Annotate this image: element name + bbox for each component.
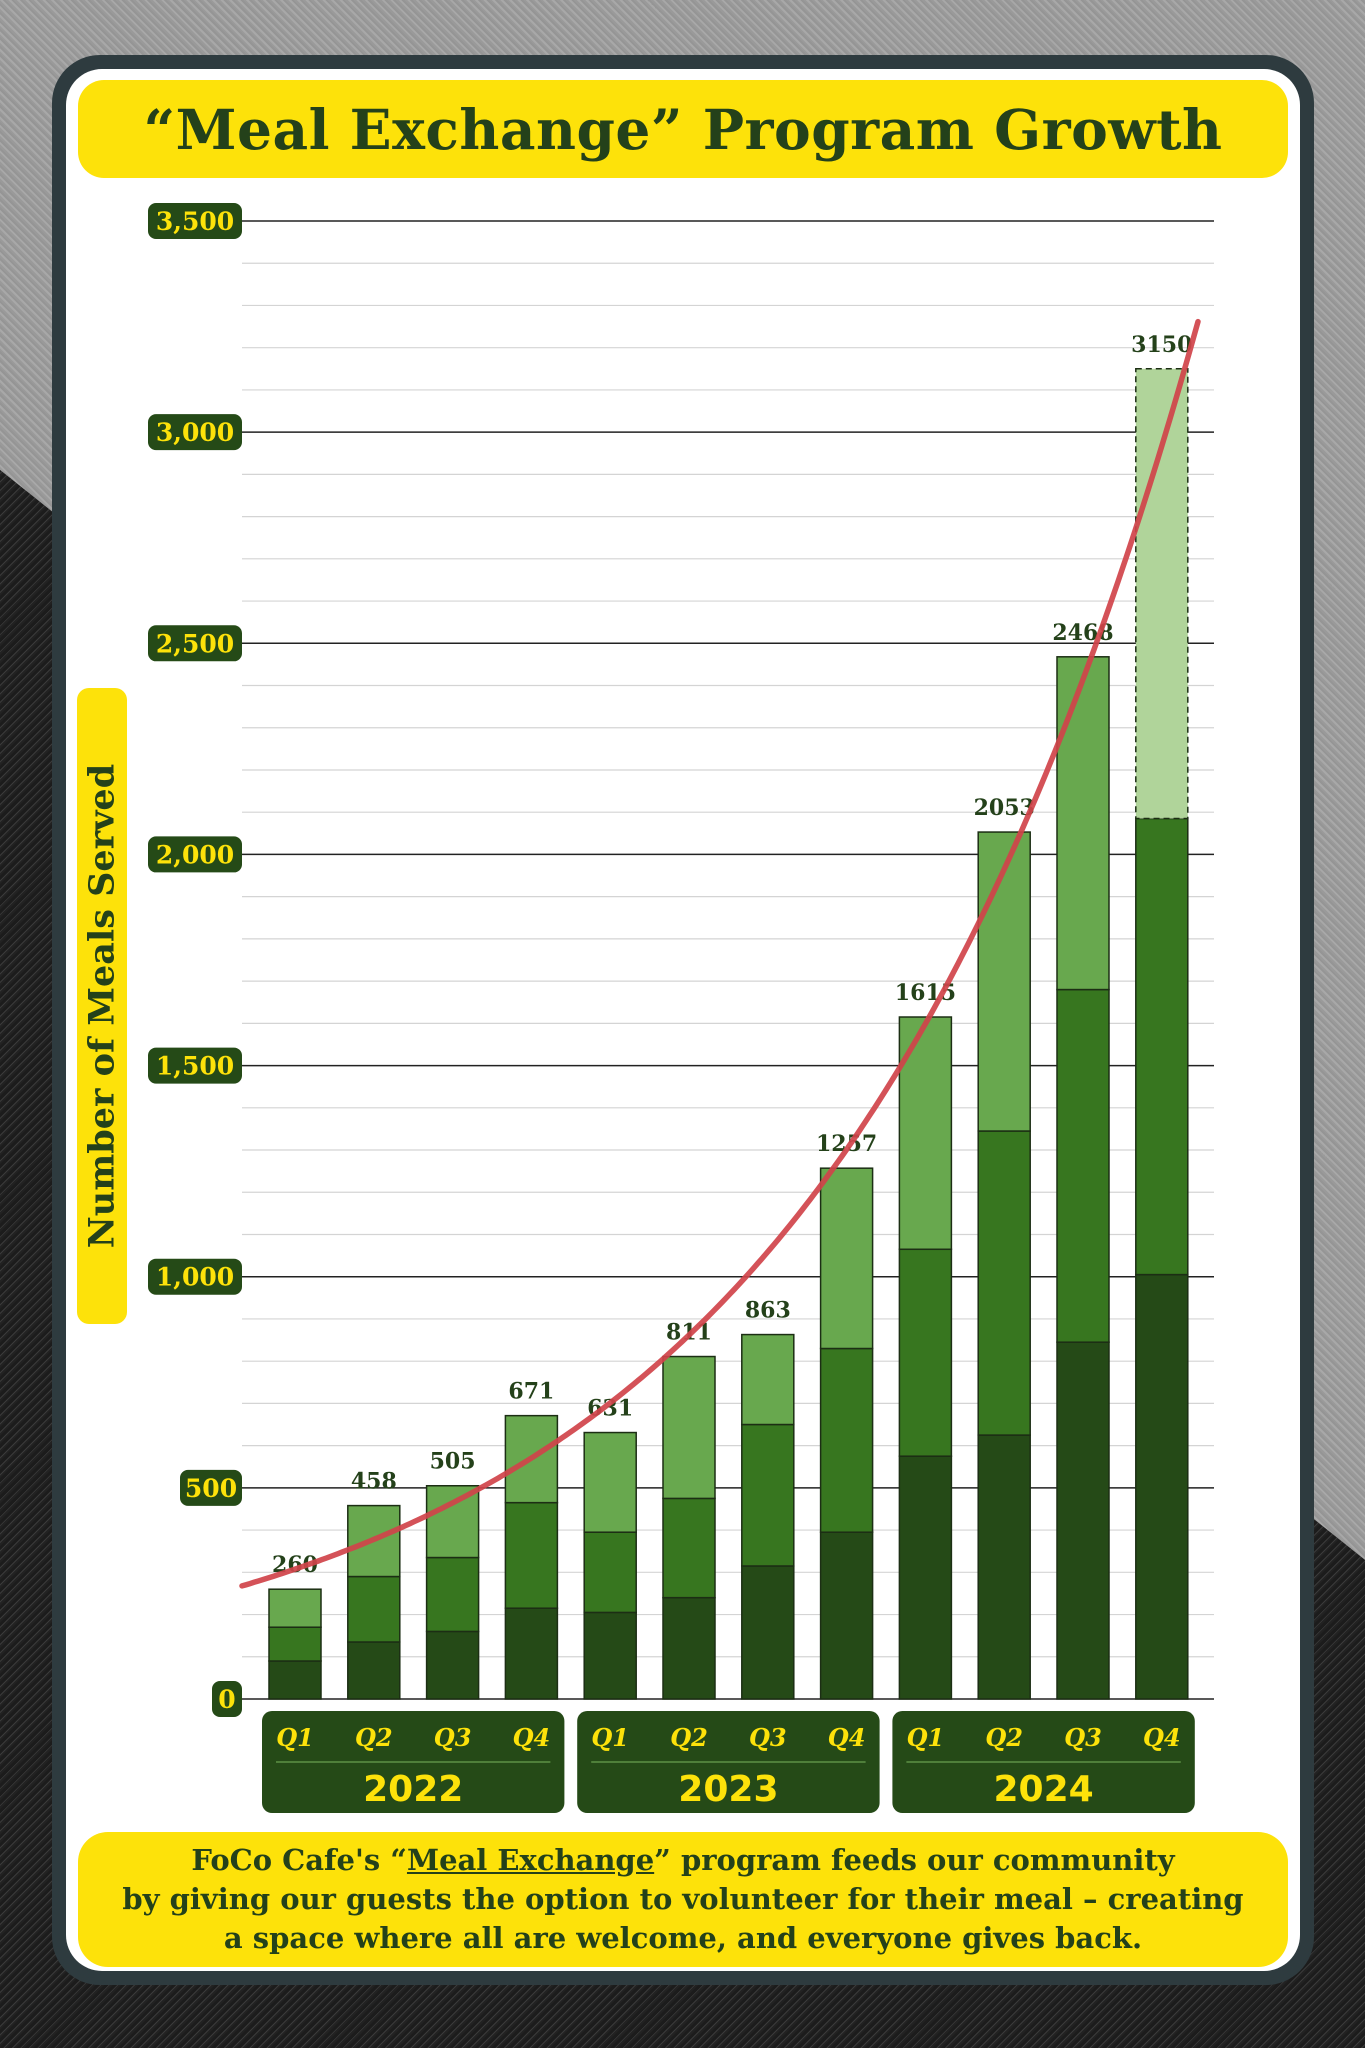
y-tick-label: 3,500 (156, 207, 234, 236)
quarter-label: Q3 (1064, 1723, 1102, 1752)
bar-segment (504, 1501, 559, 1609)
bar-segment (898, 1248, 953, 1457)
bar-segment (1056, 656, 1110, 991)
year-label: 2022 (363, 1769, 463, 1810)
bar-segment (583, 1611, 637, 1700)
quarter-label: Q2 (670, 1723, 708, 1752)
footer-line-2: by giving our guests the option to volun… (122, 1882, 1244, 1916)
footer-line-1-end: ” program feeds our community (654, 1843, 1175, 1877)
year-label: 2024 (993, 1769, 1093, 1810)
bar-segment (425, 1556, 480, 1633)
y-tick-badge (148, 1258, 242, 1295)
bar-segment (1056, 1341, 1110, 1700)
y-tick-badge (148, 1047, 242, 1084)
y-tick-label: 1,000 (156, 1263, 234, 1292)
quarter-label: Q1 (907, 1723, 945, 1752)
data-label: 505 (430, 1449, 476, 1475)
y-tick-label: 2,500 (156, 629, 234, 658)
quarter-label: Q2 (355, 1723, 393, 1752)
footer-line-1-start: FoCo Cafe's “ (191, 1843, 407, 1877)
y-tick-label: 3,000 (156, 418, 234, 447)
y-tick-label: 500 (185, 1474, 237, 1503)
y-tick-label: 0 (218, 1685, 235, 1714)
y-tick-badge (148, 625, 242, 662)
bar-segment (977, 831, 1031, 1132)
quarter-label: Q3 (749, 1723, 787, 1752)
bar-segment (583, 1531, 637, 1614)
bar-segment (268, 1660, 322, 1700)
data-label: 2053 (974, 795, 1035, 821)
bar-segment (1135, 1273, 1189, 1700)
bar-segment (347, 1575, 401, 1643)
y-tick-badge (212, 1681, 242, 1717)
footer-line-1: FoCo Cafe's “Meal Exchange” program feed… (191, 1841, 1174, 1880)
footer-banner: FoCo Cafe's “Meal Exchange” program feed… (78, 1832, 1288, 1967)
bar-segment (662, 1596, 716, 1700)
y-tick-badge (180, 1469, 242, 1506)
bar-segment (583, 1431, 637, 1533)
y-tick-badge (148, 414, 242, 451)
bar-segment (268, 1626, 322, 1662)
bar-segment (741, 1423, 795, 1567)
bar-segment (425, 1630, 480, 1700)
bar-segment (741, 1333, 795, 1426)
y-axis-label-pill (77, 688, 127, 1324)
data-label: 671 (508, 1379, 554, 1405)
data-label: 3150 (1131, 332, 1192, 358)
y-tick-badge (148, 836, 242, 873)
meal-exchange-link[interactable]: Meal Exchange (406, 1843, 655, 1877)
year-label: 2023 (678, 1769, 778, 1810)
data-label: 863 (745, 1298, 791, 1324)
quarter-label: Q4 (1143, 1723, 1181, 1752)
footer-line-3: a space where all are welcome, and every… (223, 1921, 1143, 1955)
quarter-label: Q1 (276, 1723, 314, 1752)
data-label: 458 (351, 1469, 397, 1495)
quarter-label: Q2 (985, 1723, 1023, 1752)
bar-segment (741, 1565, 795, 1700)
bar-segment (977, 1434, 1031, 1700)
quarter-label: Q3 (434, 1723, 472, 1752)
bar-segment (819, 1167, 874, 1350)
quarter-label: Q4 (513, 1723, 551, 1752)
bar-segment (819, 1347, 874, 1533)
bar-segment (347, 1641, 401, 1700)
bar-segment (662, 1497, 716, 1599)
title-banner: “Meal Exchange” Program Growth (78, 80, 1288, 178)
quarter-label: Q1 (591, 1723, 629, 1752)
bar-segment (977, 1130, 1031, 1436)
quarter-label: Q4 (828, 1723, 866, 1752)
bar-segment (504, 1607, 559, 1700)
bar-segment (1135, 368, 1189, 820)
y-tick-label: 1,500 (156, 1052, 234, 1081)
bar-segment (268, 1588, 322, 1628)
y-tick-label: 2,000 (156, 840, 234, 869)
y-tick-badge (148, 203, 242, 239)
trend-line (239, 318, 1201, 1589)
bar-segment (1056, 988, 1110, 1343)
bar-segment (898, 1455, 953, 1700)
bar-segment (1135, 817, 1189, 1276)
bar-segment (662, 1355, 716, 1500)
chart-title: “Meal Exchange” Program Growth (143, 96, 1223, 162)
bar-segment (425, 1484, 480, 1559)
bar-segment (819, 1531, 874, 1700)
